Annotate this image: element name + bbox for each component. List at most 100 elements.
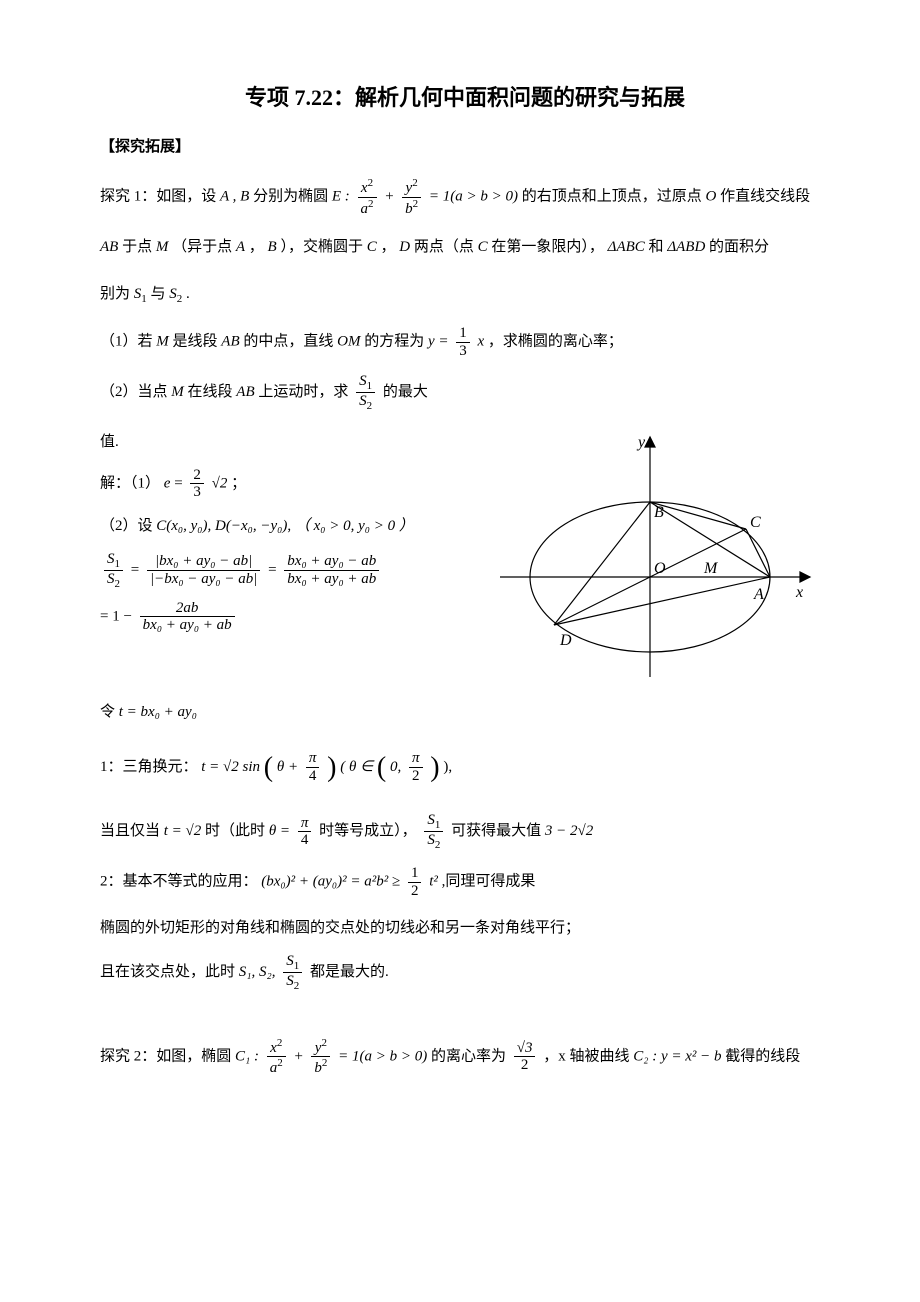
let-t: 令 t = bx₀ + ay₀ [100,697,830,727]
solution2-line2: = 1 − 2abbx₀ + ay₀ + ab [100,600,480,634]
math: M [171,384,184,400]
method1b: 当且仅当 t = √2 时（此时 θ = π4 时等号成立）， S1S2 可获得… [100,812,830,851]
text: （2）当点 [100,384,168,400]
plus: + [384,189,394,205]
text: 与 [151,286,166,302]
text: 的最大 [383,384,428,400]
math: = 1(a > b > 0) [338,1048,427,1064]
text: 都是最大的. [310,964,389,980]
text: 的右顶点和上顶点，过原点 [522,189,702,205]
text: 探究 2：如图，椭圆 [100,1048,231,1064]
problem1-line3: 别为 S1 与 S2 . [100,278,830,311]
label-x: x [795,584,803,601]
fraction: S1S2 [422,812,445,851]
text: 1：三角换元： [100,759,198,775]
page-title: 专项 7.22：解析几何中面积问题的研究与拓展 [100,80,830,115]
label-O: O [654,560,666,577]
math: (bx₀)² + (ay₀)² = a²b² ≥ [261,874,400,890]
text: 和 [649,239,664,255]
section-header: 【探究拓展】 [100,135,830,159]
problem2: 探究 2：如图，椭圆 C₁ : x2a2 + y2b2 = 1(a > b > … [100,1037,830,1077]
text: 截得的线段 [725,1048,800,1064]
note2: 且在该交点处，此时 S₁, S₂, S1S2 都是最大的. [100,953,830,992]
fraction: bx₀ + ay₀ − abbx₀ + ay₀ + ab [282,553,381,587]
text: ， [381,239,396,255]
math: t = √2 [164,823,202,839]
fraction: y2b2 [309,1037,332,1077]
text: 当且仅当 [100,823,160,839]
label-D: D [559,632,572,649]
math: C [478,239,488,255]
math: A [236,239,245,255]
math: C₂ : y = x² − b [633,1048,721,1064]
plus: + [293,1048,303,1064]
text: ， [249,239,264,255]
ellipse-diagram: y x B C M O A D [490,427,830,687]
math: t = √2 sin [201,759,260,775]
text: 上运动时，求 [258,384,348,400]
solution1: 解：（1） e = 23 √2 ； [100,467,480,501]
fraction: S1S2 [102,551,125,590]
math: 3 − 2√2 [545,823,593,839]
math: θ + [277,759,298,775]
label-A: A [753,586,764,603]
text: 是线段 [173,334,218,350]
text: 探究 1：如图，设 [100,189,216,205]
note1: 椭圆的外切矩形的对角线和椭圆的交点处的切线必和另一条对角线平行； [100,913,830,943]
text: 时（此时 [205,823,265,839]
text: = 1 − [100,608,132,624]
math: C₁ : [235,1048,259,1064]
solution2-frac: S1S2 = |bx₀ + ay₀ − ab||−bx₀ − ay₀ − ab|… [100,551,480,590]
text: 且在该交点处，此时 [100,964,235,980]
math: （ x₀ > 0, y₀ > 0 ） [295,518,414,534]
text: （异于点 [172,239,232,255]
solution-with-diagram: 值. 解：（1） e = 23 √2 ； （2）设 C(x₀, y₀), D(−… [100,427,830,687]
text: ； [231,475,246,491]
label-y: y [636,434,646,451]
text: （2）设 [100,518,153,534]
math: O [706,189,717,205]
text: 令 [100,704,115,720]
math: OM [337,334,360,350]
text: ), [443,759,452,775]
text: 可获得最大值 [451,823,541,839]
math: C [367,239,377,255]
fraction: 2abbx₀ + ay₀ + ab [138,600,237,634]
text: 的面积分 [709,239,769,255]
question2: （2）当点 M 在线段 AB 上运动时，求 S1S2 的最大 [100,373,830,412]
text: 解：（1） [100,475,160,491]
text: ），交椭圆于 [280,239,363,255]
math: AB [221,334,239,350]
fraction: π2 [407,750,425,784]
math: E : [332,189,350,205]
method1: 1：三角换元： t = √2 sin ( θ + π4 ) ( θ ∈ ( 0,… [100,737,830,799]
fraction: x2a2 [265,1037,288,1077]
fraction: y2b2 [400,177,423,217]
fraction: √32 [512,1040,538,1074]
label-B: B [654,504,664,521]
text: 别为 [100,286,130,302]
text: = [174,475,182,491]
math: 0, [390,759,401,775]
math: A , B [220,189,249,205]
text: . [186,286,190,302]
text: ，求椭圆的离心率； [488,334,623,350]
fraction: π4 [304,750,322,784]
text: ,同理可得成果 [442,874,536,890]
text: ，x 轴被曲线 [543,1048,629,1064]
math: C(x₀, y₀), D(−x₀, −y₀) [156,518,287,534]
math: ( θ ∈ [340,759,373,775]
math: ΔABC [608,239,645,255]
text: 的中点，直线 [243,334,333,350]
method2: 2：基本不等式的应用： (bx₀)² + (ay₀)² = a²b² ≥ 12 … [100,865,830,899]
math: t² [429,874,438,890]
text: 的离心率为 [431,1048,506,1064]
text: 在线段 [188,384,233,400]
math: ΔABD [667,239,705,255]
math: D [399,239,410,255]
math: AB [100,239,118,255]
math: M [156,239,169,255]
ellipse-diagram-container: y x B C M O A D [490,427,830,687]
fraction: S1S2 [281,953,304,992]
math: S₁, S₂, [239,964,276,980]
